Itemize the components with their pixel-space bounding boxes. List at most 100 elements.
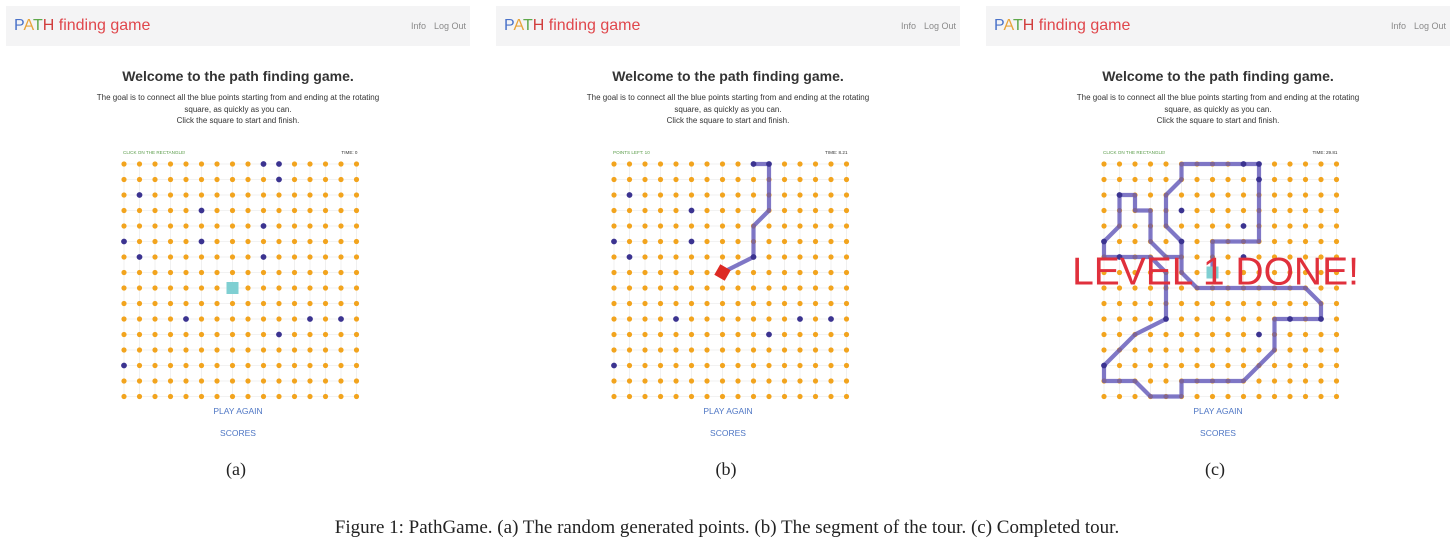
grid-point[interactable]	[828, 331, 834, 338]
grid-point[interactable]	[245, 207, 251, 214]
grid-point[interactable]	[214, 161, 220, 167]
grid-point[interactable]	[198, 393, 205, 400]
grid-point[interactable]	[673, 254, 679, 260]
grid-point[interactable]	[260, 176, 267, 183]
grid-point[interactable]	[750, 362, 757, 369]
grid-point[interactable]	[1318, 223, 1324, 229]
grid-point[interactable]	[750, 269, 757, 276]
grid-point[interactable]	[152, 176, 158, 183]
grid-point[interactable]	[353, 161, 360, 167]
grid-point[interactable]	[781, 207, 788, 214]
grid-point[interactable]	[781, 331, 788, 338]
grid-point[interactable]	[152, 316, 158, 322]
grid-point[interactable]	[1101, 347, 1107, 353]
grid-point[interactable]	[704, 393, 710, 400]
grid-point[interactable]	[1209, 223, 1216, 229]
grid-point[interactable]	[781, 362, 788, 369]
grid-point[interactable]	[626, 238, 633, 245]
grid-point[interactable]	[121, 269, 127, 276]
grid-point[interactable]	[245, 161, 251, 167]
grid-point[interactable]	[1256, 300, 1262, 307]
grid-point[interactable]	[338, 223, 344, 229]
grid-point[interactable]	[642, 254, 648, 260]
grid-point[interactable]	[1318, 176, 1324, 183]
grid-point[interactable]	[673, 223, 679, 229]
grid-point[interactable]	[642, 393, 648, 400]
grid-point[interactable]	[121, 254, 127, 260]
grid-point[interactable]	[828, 207, 834, 214]
grid-point[interactable]	[1225, 223, 1231, 229]
grid-point[interactable]	[260, 207, 267, 214]
grid-point[interactable]	[276, 223, 282, 229]
target-point[interactable]	[611, 362, 617, 369]
game-board[interactable]: CLICK ON THE RECTANGLE! TIME: 0	[116, 150, 362, 400]
grid-point[interactable]	[735, 331, 741, 338]
grid-point[interactable]	[1147, 316, 1154, 322]
grid-point[interactable]	[307, 254, 313, 260]
grid-point[interactable]	[322, 176, 329, 183]
grid-point[interactable]	[1302, 393, 1309, 400]
target-point[interactable]	[1178, 238, 1185, 245]
grid-point[interactable]	[1132, 223, 1138, 229]
grid-point[interactable]	[642, 316, 648, 322]
grid-point[interactable]	[276, 192, 282, 198]
grid-point[interactable]	[291, 347, 298, 353]
grid-point[interactable]	[750, 378, 757, 384]
grid-point[interactable]	[245, 269, 251, 276]
grid-point[interactable]	[1318, 192, 1324, 198]
grid-point[interactable]	[1132, 269, 1138, 276]
grid-point[interactable]	[183, 269, 189, 276]
grid-point[interactable]	[704, 238, 710, 245]
target-point[interactable]	[1256, 161, 1262, 167]
grid-point[interactable]	[1147, 300, 1154, 307]
grid-point[interactable]	[688, 347, 695, 353]
grid-point[interactable]	[828, 269, 834, 276]
grid-point[interactable]	[828, 393, 834, 400]
grid-point[interactable]	[1194, 176, 1200, 183]
grid-point[interactable]	[688, 300, 695, 307]
grid-point[interactable]	[353, 300, 360, 307]
grid-point[interactable]	[353, 207, 360, 214]
grid-point[interactable]	[673, 207, 679, 214]
grid-point[interactable]	[307, 176, 313, 183]
grid-point[interactable]	[152, 192, 158, 198]
grid-point[interactable]	[719, 192, 726, 198]
grid-point[interactable]	[260, 285, 267, 291]
grid-point[interactable]	[1132, 300, 1138, 307]
grid-point[interactable]	[626, 378, 633, 384]
grid-point[interactable]	[121, 300, 127, 307]
grid-point[interactable]	[338, 362, 344, 369]
grid-point[interactable]	[353, 223, 360, 229]
grid-point[interactable]	[198, 223, 205, 229]
grid-point[interactable]	[735, 176, 741, 183]
grid-point[interactable]	[828, 254, 834, 260]
grid-point[interactable]	[812, 300, 819, 307]
grid-point[interactable]	[291, 192, 298, 198]
grid-point[interactable]	[245, 393, 251, 400]
grid-point[interactable]	[1194, 192, 1200, 198]
grid-point[interactable]	[611, 207, 617, 214]
grid-point[interactable]	[1194, 331, 1200, 338]
grid-point[interactable]	[167, 192, 174, 198]
grid-point[interactable]	[812, 285, 819, 291]
grid-point[interactable]	[812, 254, 819, 260]
grid-point[interactable]	[704, 347, 710, 353]
grid-point[interactable]	[307, 223, 313, 229]
grid-point[interactable]	[1333, 238, 1340, 245]
grid-point[interactable]	[828, 362, 834, 369]
grid-point[interactable]	[322, 285, 329, 291]
grid-point[interactable]	[812, 362, 819, 369]
grid-point[interactable]	[781, 254, 788, 260]
target-point[interactable]	[1116, 254, 1123, 260]
grid-point[interactable]	[828, 378, 834, 384]
grid-point[interactable]	[1116, 238, 1123, 245]
grid-point[interactable]	[229, 316, 236, 322]
info-link[interactable]: Info	[410, 21, 426, 31]
brand-logo[interactable]: PATH finding game	[14, 17, 150, 35]
grid-point[interactable]	[136, 378, 143, 384]
grid-point[interactable]	[1147, 285, 1154, 291]
scores-link[interactable]: SCORES	[1200, 428, 1236, 438]
grid-point[interactable]	[152, 393, 158, 400]
grid-point[interactable]	[276, 254, 282, 260]
grid-point[interactable]	[167, 254, 174, 260]
